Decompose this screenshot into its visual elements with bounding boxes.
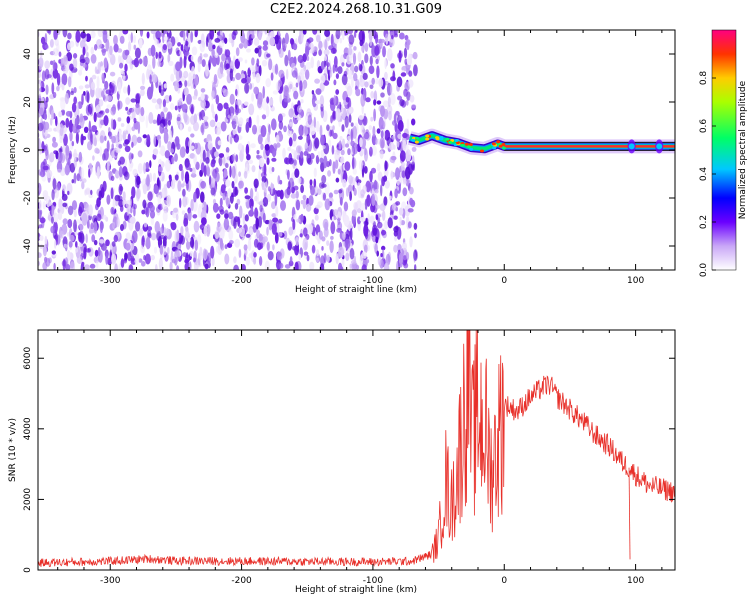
snr-ytick-label: 6000 [23,347,33,370]
spectrogram-ytick-label: 0 [23,147,33,153]
spectrogram-xtick-label: -200 [231,276,252,286]
colorbar-gradient [711,29,737,271]
spectrogram-plot-area [38,30,675,270]
snr-ytick-label: 4000 [23,417,33,440]
snr-xtick-label: -300 [100,576,121,586]
signal-trace [407,128,675,156]
spectrogram-ylabel: Frequency (Hz) [8,116,18,184]
colorbar-tick-label: 0.2 [699,215,709,229]
spectrogram-xtick-label: 0 [501,276,507,286]
snr-xlabel: Height of straight line (km) [295,585,417,595]
spectrogram-xlabel: Height of straight line (km) [295,285,417,295]
colorbar-tick-label: 0.6 [699,119,709,134]
snr-plot-area [38,330,675,568]
colorbar: 0.0 0.2 0.4 0.6 0.8 Normalized spectral ampl… [699,29,748,278]
noise-region [38,30,418,270]
snr-xtick-label: -200 [231,576,252,586]
snr-series-line [38,330,675,568]
spectrogram-xtick-label: -100 [363,276,384,286]
snr-ytick-label: 2000 [23,488,33,511]
spectrogram-ytick-label: 20 [23,96,33,108]
snr-xtick-label: 0 [501,576,507,586]
colorbar-tick-label: 0.4 [699,167,709,182]
colorbar-tick-label: 0.8 [699,71,709,86]
spectrogram-ytick-label: 40 [23,48,33,60]
snr-ylabel: SNR (10 * v/v) [8,418,18,482]
snr-ytick-label: 0 [23,567,33,573]
colorbar-ticks: 0.0 0.2 0.4 0.6 0.8 [699,71,716,278]
snr-dip [628,467,631,560]
snr-frame [37,329,676,571]
chart-title: C2E2.2024.268.10.31.G09 [269,2,443,17]
colorbar-tick-label: 0.0 [699,263,709,278]
snr-xtick-label: -100 [363,576,384,586]
spectrogram-ytick-label: -40 [23,238,33,253]
spectrogram-ytick-label: -20 [23,190,33,205]
spectrogram-xtick-label: 100 [627,276,644,286]
colorbar-label: Normalized spectral amplitude [738,80,748,219]
spectrogram-xtick-label: -300 [100,276,121,286]
snr-xtick-label: 100 [627,576,644,586]
